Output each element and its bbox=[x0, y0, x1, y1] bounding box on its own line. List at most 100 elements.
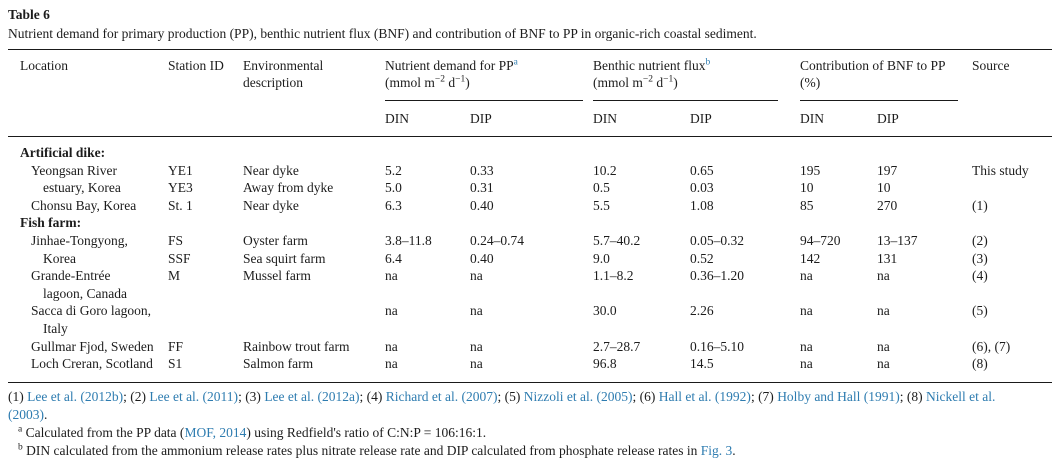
cell-env-description bbox=[243, 320, 385, 338]
cell-station-id: YE1 bbox=[168, 162, 193, 178]
column-header-location: Location bbox=[20, 58, 68, 73]
footnote-marker: a bbox=[18, 424, 23, 435]
cell-station-id: S1 bbox=[168, 356, 183, 372]
cell-source bbox=[972, 179, 1052, 197]
references-line: (1) Lee et al. (2012b); (2) Lee et al. (… bbox=[8, 388, 1052, 406]
table-row: Korea SSF Sea squirt farm 6.4 0.40 9.0 0.52 142… bbox=[20, 250, 1052, 268]
cell-contrib-dip bbox=[877, 285, 972, 303]
cell-station-id: YE3 bbox=[168, 180, 193, 196]
cell-station-id: FS bbox=[168, 232, 184, 248]
cell-source: (4) bbox=[972, 268, 988, 284]
cell-contrib-din: na bbox=[800, 268, 813, 284]
footnote-text: ; (6) bbox=[632, 388, 659, 404]
cell-pp-din: 5.0 bbox=[385, 180, 402, 196]
citation-link[interactable]: Lee et al. (2011) bbox=[149, 388, 239, 404]
table-body: Artificial dike: Yeongsan River YE1 Near dy… bbox=[8, 137, 1052, 382]
subheader-contrib-din: DIN bbox=[800, 111, 824, 126]
cell-pp-dip: 0.31 bbox=[470, 180, 494, 196]
cell-pp-din: na bbox=[385, 338, 398, 354]
cell-contrib-dip: na bbox=[877, 356, 890, 372]
subheader-pp-din: DIN bbox=[385, 111, 409, 126]
footnote-text: ) using Redfield's ratio of C:N:P = 106:… bbox=[246, 425, 487, 441]
subheader-contrib-dip: DIP bbox=[877, 111, 899, 126]
cell-pp-din: na bbox=[385, 268, 398, 284]
table-row: Sacca di Goro lagoon, na na 30.0 2.26 na na (5) bbox=[20, 302, 1052, 320]
cell-contrib-din bbox=[800, 320, 877, 338]
column-group-benthic-flux: Benthic nutrient fluxb (mmol m−2 d−1) bbox=[593, 57, 778, 101]
citation-link[interactable]: Nizzoli et al. (2005) bbox=[523, 388, 633, 404]
citation-link[interactable]: Fig. 3 bbox=[700, 443, 733, 459]
cell-contrib-din: 195 bbox=[800, 162, 821, 178]
cell-location: Sacca di Goro lagoon, bbox=[31, 303, 151, 319]
cell-contrib-din bbox=[800, 285, 877, 303]
cell-contrib-dip: 13–137 bbox=[877, 232, 918, 248]
cell-pp-dip: 0.33 bbox=[470, 162, 494, 178]
cell-pp-dip: na bbox=[470, 268, 483, 284]
footnote-text: . bbox=[732, 443, 736, 459]
column-header-environment: Environmental description bbox=[243, 58, 324, 90]
citation-link[interactable]: Hall et al. (1992) bbox=[658, 388, 751, 404]
citation-link[interactable]: MOF, 2014 bbox=[184, 425, 247, 441]
cell-env-description: Sea squirt farm bbox=[243, 250, 326, 266]
group-label: Contribution of BNF to PP bbox=[800, 58, 946, 73]
table-row: Loch Creran, Scotland S1 Salmon farm na na 96… bbox=[20, 355, 1052, 373]
citation-link[interactable]: Nickell et al. bbox=[926, 388, 996, 404]
group-label: Nutrient demand for PP bbox=[385, 58, 514, 73]
table-row: lagoon, Canada bbox=[20, 285, 1052, 303]
cell-bnf-din: 5.7–40.2 bbox=[593, 232, 641, 248]
cell-bnf-din: 0.5 bbox=[593, 180, 610, 196]
cell-contrib-dip: na bbox=[877, 303, 890, 319]
subheader-bnf-din: DIN bbox=[593, 111, 617, 126]
column-group-contribution: Contribution of BNF to PP (%) bbox=[800, 57, 958, 101]
table-row: Jinhae-Tongyong, FS Oyster farm 3.8–11.8 0.2… bbox=[20, 232, 1052, 250]
citation-link[interactable]: Holby and Hall (1991) bbox=[777, 388, 900, 404]
header-body-rule bbox=[8, 136, 1052, 137]
cell-location: lagoon, Canada bbox=[43, 285, 127, 301]
cell-pp-dip: na bbox=[470, 356, 483, 372]
cell-env-description: Near dyke bbox=[243, 162, 299, 178]
cell-env-description: Rainbow trout farm bbox=[243, 338, 350, 354]
cell-env-description: Near dyke bbox=[243, 197, 299, 213]
table-row: Italy bbox=[20, 320, 1052, 338]
cell-bnf-din: 5.5 bbox=[593, 197, 610, 213]
footnote-text: ; (7) bbox=[750, 388, 778, 404]
footnote-marker-b[interactable]: b bbox=[705, 57, 711, 68]
group-label: Benthic nutrient flux bbox=[593, 58, 706, 73]
table-bottom-rule bbox=[8, 381, 1052, 383]
cell-pp-dip bbox=[470, 320, 593, 338]
cell-bnf-din: 1.1–8.2 bbox=[593, 268, 634, 284]
cell-env-description: Salmon farm bbox=[243, 356, 314, 372]
cell-source: (2) bbox=[972, 232, 988, 248]
cell-pp-din: 6.4 bbox=[385, 250, 402, 266]
cell-bnf-din: 2.7–28.7 bbox=[593, 338, 641, 354]
cell-pp-din: 3.8–11.8 bbox=[385, 232, 432, 248]
footnote-text: ; (4) bbox=[359, 388, 386, 404]
cell-source: This study bbox=[972, 162, 1029, 178]
cell-bnf-dip: 1.08 bbox=[690, 197, 714, 213]
cell-pp-dip: na bbox=[470, 338, 483, 354]
cell-bnf-dip bbox=[690, 320, 800, 338]
footnote-text: . bbox=[44, 406, 48, 422]
cell-pp-dip bbox=[470, 285, 593, 303]
cell-source: (3) bbox=[972, 250, 988, 266]
footnote-a: a Calculated from the PP data (MOF, 2014… bbox=[8, 424, 1052, 442]
table-row: Grande-Entrée M Mussel farm na na 1.1–8.2 0.36… bbox=[20, 267, 1052, 285]
cell-source: (6), (7) bbox=[972, 338, 1011, 354]
citation-link[interactable]: Lee et al. (2012b) bbox=[27, 388, 124, 404]
citation-link[interactable]: (2003) bbox=[8, 406, 44, 422]
cell-bnf-dip: 0.52 bbox=[690, 250, 714, 266]
cell-bnf-din bbox=[593, 285, 690, 303]
cell-source bbox=[972, 285, 1052, 303]
citation-link[interactable]: Lee et al. (2012a) bbox=[264, 388, 360, 404]
footnote-text: DIN calculated from the ammonium release… bbox=[22, 443, 701, 459]
cell-env-description bbox=[243, 285, 385, 303]
cell-pp-din: na bbox=[385, 356, 398, 372]
footnote-marker-a[interactable]: a bbox=[513, 57, 518, 68]
citation-link[interactable]: Richard et al. (2007) bbox=[385, 388, 498, 404]
footnote-text: Calculated from the PP data ( bbox=[22, 425, 185, 441]
column-group-nutrient-demand: Nutrient demand for PPa (mmol m−2 d−1) bbox=[385, 57, 583, 101]
cell-location: Loch Creran, Scotland bbox=[31, 356, 153, 372]
cell-contrib-dip: 197 bbox=[877, 162, 898, 178]
cell-bnf-dip bbox=[690, 285, 800, 303]
cell-station-id: M bbox=[168, 268, 181, 284]
